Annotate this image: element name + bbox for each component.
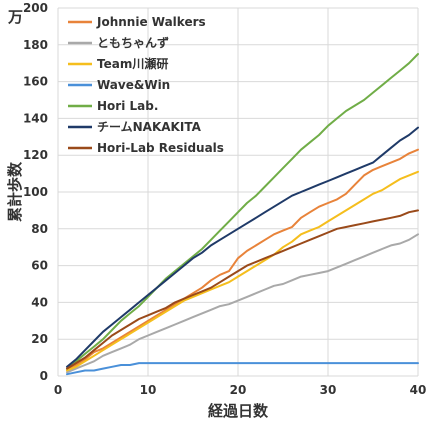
y-tick-label: 140	[23, 111, 48, 125]
series-line	[66, 209, 419, 370]
series-lines	[66, 53, 419, 376]
legend-label: Hori Lab.	[97, 99, 158, 113]
series-line	[66, 53, 419, 370]
y-tick-label: 160	[23, 75, 48, 89]
series-line	[66, 362, 419, 376]
series-line	[66, 126, 419, 368]
legend: Johnnie Walkers ともちゃんず Team川瀬研 Wave&Win Hori…	[68, 15, 224, 155]
y-tick-label: 100	[23, 185, 48, 199]
legend-label: Team川瀬研	[97, 56, 168, 71]
y-tick-label: 120	[23, 148, 48, 162]
series-line	[66, 233, 419, 374]
legend-label: Hori-Lab Residuals	[97, 141, 224, 155]
x-axis-label: 経過日数	[208, 402, 269, 420]
x-tick-label: 0	[54, 383, 62, 397]
legend-label: Johnnie Walkers	[96, 15, 206, 29]
y-axis-unit: 万	[7, 8, 23, 26]
x-tick-label: 40	[410, 383, 427, 397]
tick-labels: 0 20 40 60 80 100 120 140 160 180 200 0 10 20 30 40	[23, 1, 426, 397]
y-tick-label: 200	[23, 1, 48, 15]
y-tick-label: 60	[31, 259, 48, 273]
y-tick-label: 80	[31, 222, 48, 236]
grid	[57, 7, 419, 377]
y-tick-label: 180	[23, 38, 48, 52]
legend-label: ともちゃんず	[97, 35, 169, 50]
legend-label: チームNAKAKITA	[97, 120, 202, 134]
y-tick-label: 40	[31, 295, 48, 309]
y-tick-label: 0	[40, 369, 48, 383]
x-tick-label: 20	[230, 383, 247, 397]
x-tick-label: 30	[320, 383, 337, 397]
series-line	[66, 148, 419, 372]
y-tick-label: 20	[31, 332, 48, 346]
series-line	[66, 170, 419, 372]
y-axis-label: 累計歩数	[6, 161, 24, 222]
x-tick-label: 10	[140, 383, 157, 397]
legend-label: Wave&Win	[97, 78, 170, 92]
